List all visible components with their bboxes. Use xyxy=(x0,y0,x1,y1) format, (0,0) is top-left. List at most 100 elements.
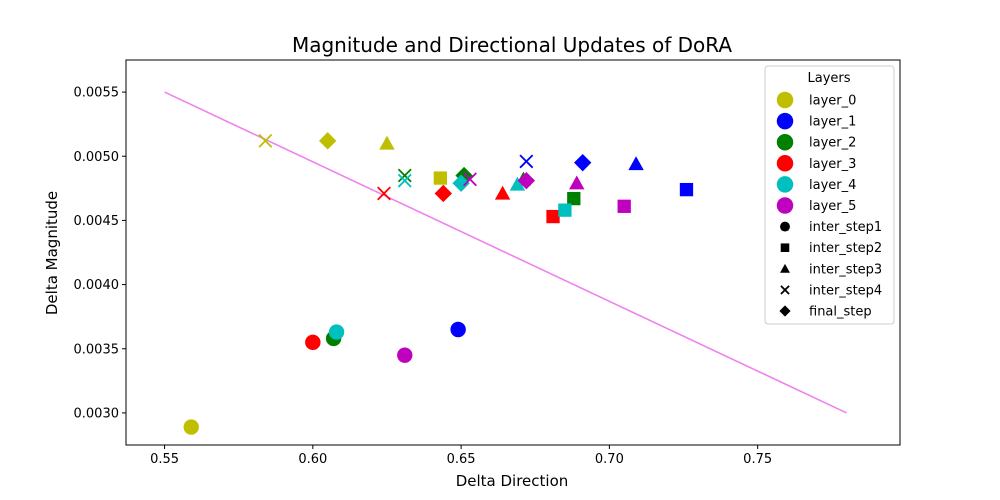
legend-box xyxy=(764,65,895,325)
legend-label-inter_step3: inter_step3 xyxy=(809,262,882,277)
point-layer_3-inter_step3 xyxy=(494,185,511,200)
x-tick-label: 0.55 xyxy=(150,452,179,467)
point-layer_0-inter_step1 xyxy=(183,419,199,435)
legend-label-final_step: final_step xyxy=(809,305,872,320)
marker-diamond xyxy=(318,132,337,150)
marker-triangle xyxy=(780,263,790,273)
point-layer_3-final_step xyxy=(434,184,452,203)
point-layer_2-inter_step4 xyxy=(397,168,412,183)
legend-label-inter_step1: inter_step1 xyxy=(809,220,882,235)
point-layer_4-inter_step2 xyxy=(558,203,572,217)
point-layer_0-inter_step4 xyxy=(258,133,273,148)
point-layer_1-inter_step4 xyxy=(519,154,534,169)
y-tick-label: 0.0050 xyxy=(74,150,120,165)
marker-circle xyxy=(328,324,345,340)
point-layer_0-inter_step3 xyxy=(379,135,395,150)
point-layer_5-inter_step2 xyxy=(617,199,631,213)
data-points xyxy=(183,132,694,435)
legend-marker-layer_3 xyxy=(776,155,794,172)
trend-line xyxy=(164,91,847,414)
legend-marker-layer_5 xyxy=(776,197,794,214)
x-axis: 0.55 0.60 0.65 0.70 0.75 xyxy=(150,445,772,467)
legend-label-layer_0: layer_0 xyxy=(809,94,856,109)
marker-diamond xyxy=(452,174,470,192)
point-layer_1-inter_step3 xyxy=(628,156,644,171)
marker-diamond xyxy=(434,184,452,203)
y-tick-label: 0.0035 xyxy=(74,342,120,357)
plot-frame xyxy=(125,59,901,446)
marker-x-stroke-b xyxy=(397,173,412,188)
y-axis-label: Delta Magnitude xyxy=(43,191,61,315)
legend-marker-layer_0 xyxy=(776,91,794,109)
point-layer_0-inter_step2 xyxy=(433,171,447,185)
y-tick-label: 0.0030 xyxy=(74,406,120,421)
point-layer_1-final_step xyxy=(574,153,592,172)
y-tick-label: 0.0055 xyxy=(74,86,120,101)
marker-diamond xyxy=(574,153,592,172)
legend: Layers layer_0 layer_1 layer_2 layer_3layer… xyxy=(764,65,895,325)
marker-circle xyxy=(776,112,794,130)
y-tick-label: 0.0045 xyxy=(74,214,120,229)
point-layer_5-final_step xyxy=(517,171,536,190)
x-axis-label: Delta Direction xyxy=(456,472,569,490)
marker-x-stroke-b xyxy=(780,285,790,295)
marker-triangle xyxy=(569,175,585,190)
legend-label-layer_5: layer_5 xyxy=(809,199,856,214)
legend-label-layer_3: layer_3 xyxy=(809,157,856,172)
legend-marker-layer_2 xyxy=(776,133,794,151)
legend-label-layer_1: layer_1 xyxy=(809,115,856,130)
point-layer_2-inter_step2 xyxy=(567,191,581,206)
legend-label-layer_4: layer_4 xyxy=(809,178,856,193)
point-layer_3-inter_step1 xyxy=(305,334,321,351)
x-tick-label: 0.70 xyxy=(595,452,624,467)
plot-area xyxy=(125,59,901,446)
x-tick-label: 0.75 xyxy=(743,452,772,467)
marker-x-stroke-b xyxy=(519,154,534,169)
point-layer_5-inter_step4 xyxy=(463,172,477,187)
legend-items: layer_0 layer_1 layer_2 layer_3 layer_4layer… xyxy=(776,91,882,320)
y-axis: 0.0030 0.0035 0.0040 0.0045 0.0050 0.0055 xyxy=(74,86,126,421)
point-layer_3-inter_step4 xyxy=(377,186,391,201)
point-layer_0-final_step xyxy=(318,132,337,150)
marker-square xyxy=(433,171,447,185)
point-layer_1-inter_step2 xyxy=(679,182,694,197)
marker-x-stroke-b xyxy=(377,186,391,201)
legend-marker-layer_4 xyxy=(776,176,794,193)
legend-label-inter_step2: inter_step2 xyxy=(809,241,882,256)
marker-circle xyxy=(780,221,790,232)
marker-diamond xyxy=(779,305,791,317)
y-tick-label: 0.0040 xyxy=(74,278,120,293)
marker-circle xyxy=(776,133,794,151)
legend-label-inter_step4: inter_step4 xyxy=(809,283,882,298)
marker-x-stroke-b xyxy=(397,168,412,183)
marker-circle xyxy=(450,321,466,338)
legend-marker-inter_step2 xyxy=(780,243,790,252)
marker-square xyxy=(780,243,790,252)
marker-square xyxy=(558,203,572,217)
marker-square xyxy=(567,191,581,206)
legend-marker-inter_step3 xyxy=(780,263,790,273)
legend-title: Layers xyxy=(807,71,850,86)
marker-square xyxy=(546,209,560,224)
marker-circle xyxy=(776,91,794,109)
point-layer_4-final_step xyxy=(452,174,470,192)
legend-marker-inter_step4 xyxy=(780,285,790,295)
marker-triangle xyxy=(494,185,511,200)
marker-x-stroke-b xyxy=(258,133,273,148)
point-layer_1-inter_step1 xyxy=(450,321,466,338)
marker-circle xyxy=(776,176,794,193)
chart-title: Magnitude and Directional Updates of DoR… xyxy=(292,33,732,57)
marker-x-stroke-b xyxy=(463,172,477,187)
legend-marker-final_step xyxy=(779,305,791,317)
point-layer_4-inter_step1 xyxy=(328,324,345,340)
marker-square xyxy=(617,199,631,213)
marker-circle xyxy=(776,197,794,214)
point-layer_4-inter_step4 xyxy=(397,173,412,188)
marker-circle xyxy=(776,155,794,172)
marker-triangle xyxy=(509,176,526,191)
marker-circle xyxy=(305,334,321,351)
marker-diamond xyxy=(517,171,536,190)
marker-circle xyxy=(397,347,413,363)
point-layer_5-inter_step1 xyxy=(397,347,413,363)
